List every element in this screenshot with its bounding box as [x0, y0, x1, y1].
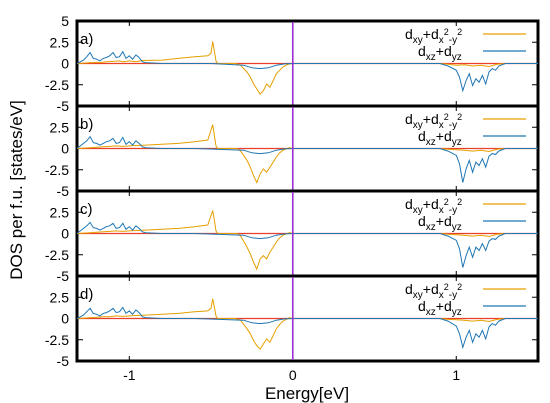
panel-label: c)	[80, 201, 93, 218]
y-tick-label: -2.5	[45, 162, 69, 178]
legend-label-dxz: dxz+dyz	[418, 213, 462, 233]
series-line-dxy	[76, 210, 538, 271]
y-tick-label: -2.5	[45, 332, 69, 348]
y-tick-label: -5	[57, 98, 70, 114]
y-tick-label: -5	[57, 353, 70, 369]
y-tick-label: 0	[61, 56, 69, 72]
y-tick-label: 0	[61, 141, 69, 157]
legend-label-dxz: dxz+dyz	[418, 128, 462, 148]
y-tick-label: 2.5	[50, 204, 70, 220]
series-line-dxz	[76, 221, 538, 268]
panel-label: d)	[80, 286, 93, 303]
panel-label: b)	[80, 116, 93, 133]
x-tick-label: -1	[123, 367, 136, 383]
series-line-dxz	[76, 50, 538, 93]
y-tick-label: 2.5	[50, 119, 70, 135]
legend-label-dxy: dxy+dx2-y2	[405, 26, 462, 46]
y-tick-label: 5	[61, 13, 69, 29]
y-tick-label: -2.5	[45, 247, 69, 263]
panel-label: a)	[80, 31, 93, 48]
series-line-dxy	[76, 298, 538, 350]
legend-label-dxy: dxy+dx2-y2	[405, 196, 462, 216]
y-tick-label: 2.5	[50, 34, 70, 50]
x-axis-title: Energy[eV]	[265, 384, 349, 403]
y-tick-label: 2.5	[50, 289, 70, 305]
series-line-dxy	[76, 124, 538, 184]
x-tick-label: 0	[289, 367, 297, 383]
series-line-dxz	[76, 135, 538, 183]
legend-label-dxz: dxz+dyz	[418, 43, 462, 63]
y-tick-label: -5	[57, 268, 70, 284]
y-tick-label: 0	[61, 226, 69, 242]
y-tick-label: -5	[57, 183, 70, 199]
y-tick-label: 0	[61, 311, 69, 327]
legend-label-dxy: dxy+dx2-y2	[405, 111, 462, 131]
panels-group: 52.50-2.5-5a) dxy+dx2-y2dxz+dyz2.50-2.5-5…	[45, 13, 540, 383]
legend-label-dxz: dxz+dyz	[418, 298, 462, 318]
series-line-dxz	[76, 306, 538, 350]
legend-label-dxy: dxy+dx2-y2	[405, 281, 462, 301]
y-axis-title: DOS per f.u. [states/eV]	[7, 100, 26, 280]
y-tick-label: -2.5	[45, 77, 69, 93]
series-line-dxy	[76, 41, 538, 95]
x-tick-label: 1	[452, 367, 460, 383]
